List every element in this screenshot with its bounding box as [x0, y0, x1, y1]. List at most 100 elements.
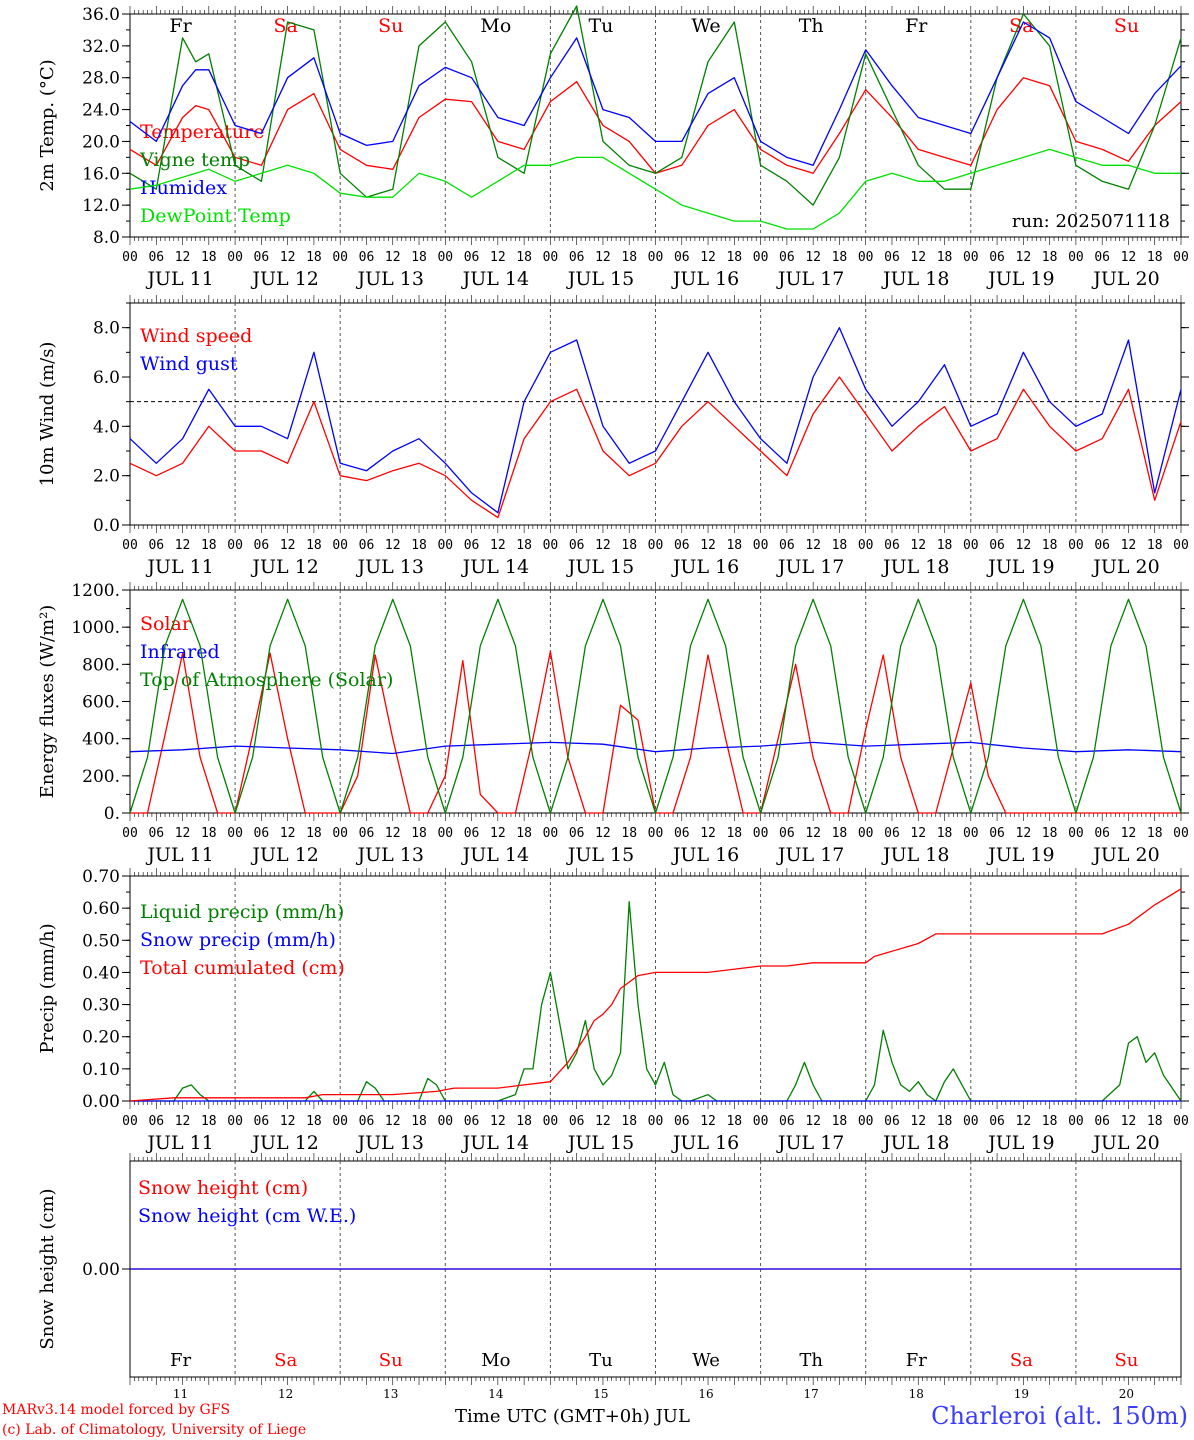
hour-tick-label: 00	[543, 826, 559, 841]
hour-tick-label: 18	[201, 250, 217, 265]
y-tick-label: 12.0	[82, 196, 120, 216]
hour-tick-label: 00	[227, 538, 243, 553]
date-label: JUL 11	[145, 844, 213, 866]
hour-tick-label: 18	[516, 538, 532, 553]
weekday-label: Sa	[274, 1350, 297, 1371]
y-tick-label: 16.0	[82, 164, 120, 184]
weekday-label: We	[691, 15, 720, 37]
hour-tick-label: 18	[201, 538, 217, 553]
hour-tick-label: 18	[832, 250, 848, 265]
date-label: JUL 19	[986, 1132, 1054, 1154]
hour-tick-label: 12	[700, 538, 716, 553]
y-axis-label: Precip (mm/h)	[37, 923, 58, 1053]
hour-tick-label: 06	[884, 250, 900, 265]
series-line-wind-speed	[129, 376, 1182, 519]
y-tick-label: 0.40	[82, 963, 120, 983]
y-tick-label: 0.	[104, 804, 120, 824]
series-line-top-of-atmosphere-solar-	[129, 598, 1182, 814]
date-label: JUL 14	[461, 844, 529, 866]
hour-tick-label: 18	[621, 1114, 637, 1129]
hour-tick-label: 00	[122, 250, 138, 265]
hour-tick-label: 12	[175, 1114, 191, 1129]
date-label: JUL 12	[250, 1132, 318, 1154]
weekday-label: Su	[378, 15, 403, 37]
hour-tick-label: 06	[254, 250, 270, 265]
hour-tick-label: 18	[201, 1114, 217, 1129]
hour-tick-label: 18	[1042, 538, 1058, 553]
hour-tick-label: 12	[385, 1114, 401, 1129]
hour-tick-label: 00	[543, 250, 559, 265]
chart-panel-1: 8.0 12.0 16.0 20.0 24.0 28.0 32.0 36.0 2m Temp. …	[37, 5, 1189, 290]
hour-tick-label: 18	[306, 1114, 322, 1129]
date-label: JUL 20	[1091, 844, 1159, 866]
hour-tick-label: 12	[385, 250, 401, 265]
weekday-label: Tu	[588, 15, 613, 37]
hour-tick-label: 18	[832, 538, 848, 553]
hour-tick-label: 18	[832, 1114, 848, 1129]
date-label: JUL 17	[776, 268, 844, 290]
series-line-dewpoint-temp	[129, 148, 1181, 230]
date-label: JUL 15	[566, 556, 634, 578]
hour-tick-label: 18	[411, 826, 427, 841]
hour-tick-label: 12	[490, 826, 506, 841]
hour-tick-label: 12	[805, 538, 821, 553]
hour-tick-label: 00	[753, 1114, 769, 1129]
hour-tick-label: 18	[937, 826, 953, 841]
hour-tick-label: 18	[937, 250, 953, 265]
hour-tick-label: 18	[621, 538, 637, 553]
hour-tick-label: 00	[858, 1114, 874, 1129]
date-label: JUL 18	[881, 556, 949, 578]
hour-tick-label: 06	[884, 1114, 900, 1129]
weekday-label: Su	[1114, 15, 1139, 37]
hour-tick-label: 00	[1068, 1114, 1084, 1129]
panel-frame	[129, 13, 1182, 238]
date-label: JUL 20	[1091, 268, 1159, 290]
hour-tick-label: 06	[464, 538, 480, 553]
hour-tick-label: 06	[779, 1114, 795, 1129]
hour-tick-label: 18	[621, 826, 637, 841]
time-axis-label: Time UTC (GMT+0h) JUL	[455, 1406, 690, 1427]
date-label: JUL 19	[986, 268, 1054, 290]
y-tick-label: 0.10	[82, 1060, 120, 1080]
hour-tick-label: 18	[411, 538, 427, 553]
date-label: JUL 11	[145, 1132, 213, 1154]
date-label: JUL 14	[461, 556, 529, 578]
legend-entry: Temperature	[140, 121, 264, 143]
hour-tick-label: 06	[569, 1114, 585, 1129]
hour-tick-label: 12	[595, 1114, 611, 1129]
hour-tick-label: 00	[1068, 538, 1084, 553]
hour-tick-label: 06	[148, 1114, 164, 1129]
legend-entry: Wind speed	[140, 325, 252, 347]
hour-tick-label: 12	[595, 538, 611, 553]
date-label: JUL 11	[145, 268, 213, 290]
date-label: JUL 12	[250, 556, 318, 578]
date-label: JUL 11	[145, 556, 213, 578]
hour-tick-label: 00	[437, 538, 453, 553]
hour-tick-label: 12	[1121, 826, 1137, 841]
hour-tick-label: 00	[227, 1114, 243, 1129]
hour-tick-label: 18	[726, 250, 742, 265]
day-number-label: 17	[804, 1387, 819, 1401]
y-tick-label: 4.0	[93, 417, 120, 437]
hour-tick-label: 06	[254, 826, 270, 841]
hour-tick-label: 00	[648, 1114, 664, 1129]
hour-tick-label: 06	[148, 538, 164, 553]
hour-tick-label: 12	[490, 538, 506, 553]
hour-tick-label: 00	[122, 1114, 138, 1129]
hour-tick-label: 00	[753, 538, 769, 553]
y-tick-label: 0.60	[82, 899, 120, 919]
hour-tick-label: 06	[569, 250, 585, 265]
panel-frame	[129, 589, 1182, 814]
date-label: JUL 19	[986, 844, 1054, 866]
hour-tick-label: 06	[674, 826, 690, 841]
hour-tick-label: 06	[779, 826, 795, 841]
hour-tick-label: 00	[332, 826, 348, 841]
day-number-label: 15	[593, 1387, 608, 1401]
day-number-label: 20	[1119, 1387, 1134, 1401]
hour-tick-label: 06	[1094, 826, 1110, 841]
date-label: JUL 20	[1091, 1132, 1159, 1154]
hour-tick-label: 12	[1016, 826, 1032, 841]
hour-tick-label: 12	[805, 826, 821, 841]
hour-tick-label: 18	[937, 538, 953, 553]
y-tick-label: 0.20	[82, 1028, 120, 1048]
